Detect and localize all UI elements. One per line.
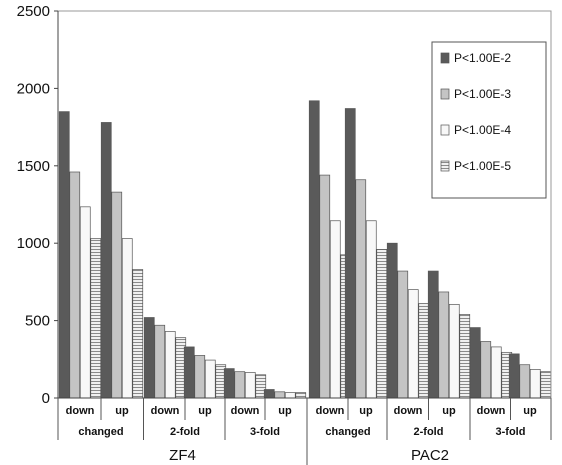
bar xyxy=(244,372,256,399)
axes-layer xyxy=(54,10,552,465)
bar xyxy=(480,341,492,399)
bar xyxy=(529,369,541,399)
bar xyxy=(204,359,216,399)
legend-swatch xyxy=(440,160,450,172)
category-label: up xyxy=(523,405,537,417)
category-label: down xyxy=(316,405,345,417)
bar xyxy=(295,392,307,399)
bar xyxy=(183,346,195,399)
bar xyxy=(376,249,388,399)
bar xyxy=(427,270,439,399)
y-tick-label: 0 xyxy=(42,390,50,407)
bar xyxy=(79,206,91,399)
legend-swatch xyxy=(440,88,450,100)
bar xyxy=(308,100,320,399)
y-tick-label: 2500 xyxy=(17,3,50,20)
y-tick-label: 500 xyxy=(25,313,50,330)
bar xyxy=(469,327,481,399)
bar xyxy=(234,371,246,399)
bar xyxy=(407,289,419,399)
bar xyxy=(100,122,112,399)
bar xyxy=(508,353,520,399)
change-level-label: 3-fold xyxy=(250,426,280,438)
bar xyxy=(438,291,450,399)
bar xyxy=(329,220,341,399)
bar xyxy=(58,111,70,399)
bar xyxy=(274,391,286,399)
change-level-label: 2-fold xyxy=(170,426,200,438)
legend-swatch xyxy=(440,124,450,136)
category-label: up xyxy=(115,405,129,417)
y-tick-label: 1000 xyxy=(17,235,50,252)
category-label: up xyxy=(278,405,292,417)
bar xyxy=(386,242,398,399)
bar xyxy=(164,331,176,399)
category-label: down xyxy=(151,405,180,417)
legend-label: P<1.00E-3 xyxy=(454,87,511,101)
change-level-label: 2-fold xyxy=(414,426,444,438)
cell-line-label: PAC2 xyxy=(411,447,449,464)
bar xyxy=(69,171,81,399)
legend-label: P<1.00E-4 xyxy=(454,123,511,137)
category-label: up xyxy=(198,405,212,417)
bar xyxy=(154,324,166,399)
legend-label: P<1.00E-2 xyxy=(454,51,511,65)
bar xyxy=(397,270,409,399)
bar xyxy=(263,389,275,399)
bar xyxy=(344,108,356,399)
legend: P<1.00E-2 P<1.00E-3 P<1.00E-4 P<1.00E-5 xyxy=(431,41,547,199)
labels-layer: 0 500 1000 1500 2000 2500 down up down up down up do… xyxy=(17,3,537,464)
legend-label: P<1.00E-5 xyxy=(454,159,511,173)
bar xyxy=(319,174,331,399)
y-tick-label: 2000 xyxy=(17,80,50,97)
bar xyxy=(540,371,552,399)
category-label: down xyxy=(66,405,95,417)
category-label: up xyxy=(442,405,456,417)
bar xyxy=(448,303,460,399)
bar xyxy=(90,238,102,399)
bar xyxy=(194,355,206,399)
bar xyxy=(365,220,377,399)
category-label: down xyxy=(231,405,260,417)
bar xyxy=(143,317,155,399)
bar xyxy=(418,303,430,399)
category-label: up xyxy=(359,405,373,417)
bars-layer xyxy=(58,100,552,399)
bar xyxy=(223,368,235,399)
category-label: down xyxy=(477,405,506,417)
y-tick-label: 1500 xyxy=(17,158,50,175)
change-level-label: changed xyxy=(78,426,123,438)
bar xyxy=(519,364,531,399)
bar xyxy=(490,346,502,399)
bar xyxy=(111,191,123,399)
bar xyxy=(284,392,296,399)
category-label: down xyxy=(394,405,423,417)
legend-swatch xyxy=(440,52,450,64)
cell-line-label: ZF4 xyxy=(169,447,196,464)
bar xyxy=(132,269,144,399)
change-level-label: 3-fold xyxy=(496,426,526,438)
bar xyxy=(459,314,471,399)
change-level-label: changed xyxy=(325,426,370,438)
legend-box xyxy=(431,41,547,199)
bar xyxy=(355,179,367,399)
bar xyxy=(121,238,133,399)
